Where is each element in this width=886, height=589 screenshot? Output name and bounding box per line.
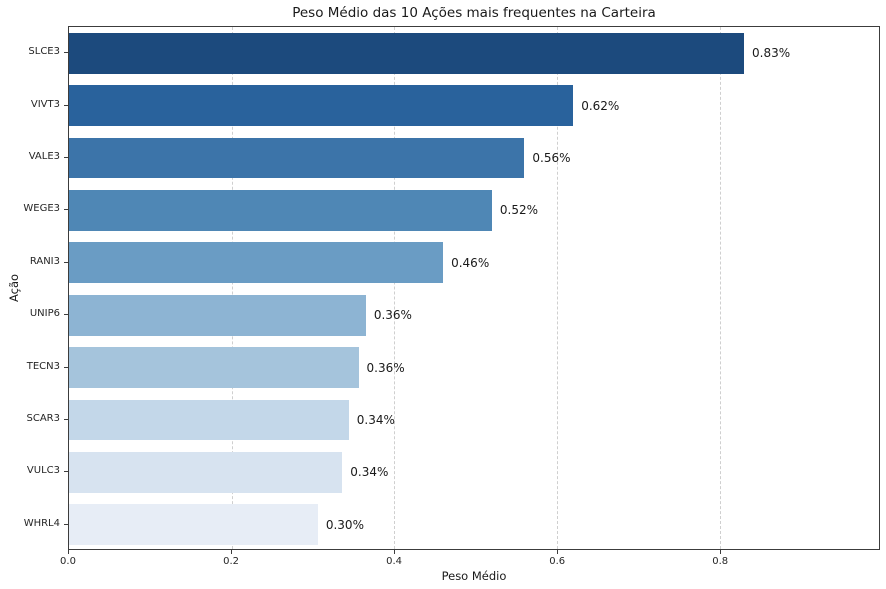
- bar-vivt3: [69, 85, 574, 127]
- plot-area: 0.83% 0.62% 0.56% 0.52% 0.46% 0.36% 0.36% 0.34%…: [68, 26, 880, 550]
- bar-row: 0.36%: [69, 289, 879, 341]
- bar-row: 0.34%: [69, 394, 879, 446]
- y-tick-mark: [64, 471, 68, 473]
- y-tick-mark: [64, 523, 68, 525]
- bar-scar3: [69, 399, 349, 441]
- y-tick-label: WHRL4: [23, 517, 60, 529]
- gridline: [719, 27, 721, 549]
- y-tick-label: RANI3: [29, 255, 60, 267]
- bar-wege3: [69, 189, 492, 231]
- bar-row: 0.46%: [69, 237, 879, 289]
- bar-tecn3: [69, 347, 359, 389]
- x-tick-label: 0.0: [60, 556, 76, 567]
- y-tick-label: TECN3: [26, 360, 60, 372]
- bar-slce3: [69, 32, 744, 74]
- x-tick-label: 0.4: [386, 556, 403, 567]
- bar-value-label: 0.52%: [499, 203, 539, 218]
- bar-row: 0.83%: [69, 27, 879, 79]
- bar-unip6: [69, 294, 366, 336]
- x-tick-label: 0.2: [223, 556, 239, 567]
- bar-value-label: 0.46%: [451, 255, 490, 270]
- bar-value-label: 0.36%: [373, 308, 412, 323]
- y-tick-mark: [64, 261, 68, 263]
- gridline: [394, 27, 396, 549]
- y-axis-title: Ação: [7, 273, 21, 303]
- bar-value-label: 0.34%: [356, 412, 395, 427]
- gridline: [556, 27, 558, 549]
- x-tick-mark: [557, 550, 559, 554]
- y-tick-mark: [64, 314, 68, 316]
- bar-vale3: [69, 137, 525, 179]
- x-tick-label: 0.6: [549, 556, 566, 567]
- y-tick-label: SCAR3: [26, 413, 60, 424]
- x-tick-mark: [231, 550, 233, 554]
- bar-row: 0.30%: [69, 499, 879, 551]
- bar-whrl4: [69, 504, 318, 546]
- chart-title: Peso Médio das 10 Ações mais frequentes …: [292, 5, 656, 21]
- bar-vulc3: [69, 451, 343, 493]
- y-tick-mark: [64, 419, 68, 420]
- x-tick-mark: [394, 550, 396, 554]
- y-tick-mark: [64, 52, 68, 54]
- x-axis-title: Peso Médio: [441, 569, 507, 583]
- bar-row: 0.62%: [69, 79, 879, 131]
- y-tick-mark: [64, 366, 68, 368]
- y-tick-label: WEGE3: [23, 203, 60, 215]
- bar-row: 0.56%: [69, 132, 879, 184]
- x-tick-label: 0.8: [712, 556, 729, 567]
- x-tick-mark: [720, 550, 722, 554]
- bar-value-label: 0.34%: [350, 465, 389, 480]
- bar-value-label: 0.56%: [532, 150, 571, 165]
- bar-row: 0.52%: [69, 184, 879, 236]
- y-tick-label: VALE3: [28, 151, 60, 162]
- bar-value-label: 0.62%: [581, 98, 620, 113]
- x-tick-mark: [68, 550, 69, 554]
- y-tick-mark: [64, 104, 68, 106]
- y-tick-label: VIVT3: [30, 98, 60, 110]
- bar-rani3: [69, 242, 444, 284]
- bar-row: 0.36%: [69, 341, 879, 393]
- bar-value-label: 0.30%: [325, 517, 364, 532]
- bar-value-label: 0.83%: [752, 46, 791, 61]
- y-tick-label: VULC3: [26, 465, 60, 477]
- y-tick-label: SLCE3: [28, 46, 60, 58]
- y-tick-mark: [64, 209, 68, 211]
- gridline: [231, 27, 233, 549]
- y-tick-label: UNIP6: [29, 308, 60, 320]
- bar-value-label: 0.36%: [366, 360, 405, 375]
- bar-row: 0.34%: [69, 446, 879, 498]
- y-tick-mark: [64, 157, 68, 158]
